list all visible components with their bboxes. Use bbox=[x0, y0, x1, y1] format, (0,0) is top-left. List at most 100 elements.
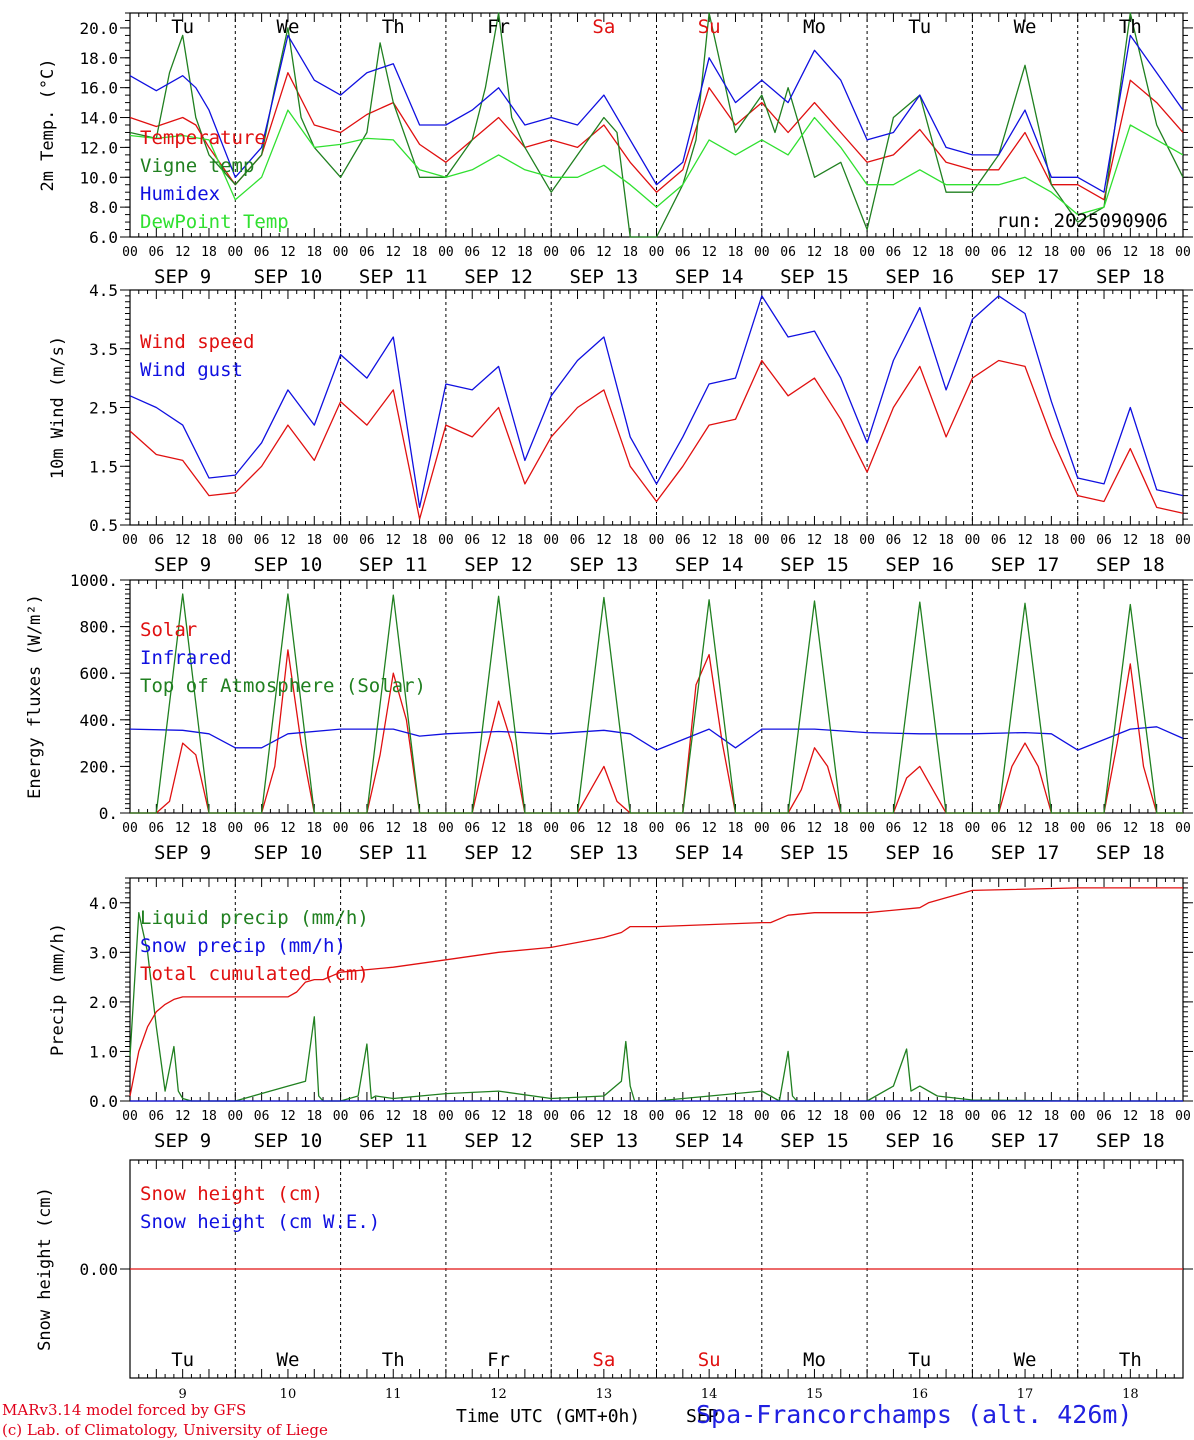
panel-5: 0.00 Snow height (cm) Snow height (cm) Snow… bbox=[35, 1159, 1193, 1379]
hour-tick-label: 18 bbox=[938, 1109, 954, 1124]
hour-tick-label: 06 bbox=[254, 821, 270, 836]
hour-tick-label: 00 bbox=[1070, 533, 1086, 548]
date-label: SEP 14 bbox=[675, 266, 744, 288]
series-line-2 bbox=[129, 295, 1184, 509]
series-line-3 bbox=[130, 593, 1183, 814]
hour-tick-label: 18 bbox=[1149, 1109, 1165, 1124]
series-line-3 bbox=[129, 34, 1184, 193]
series-line-1 bbox=[129, 359, 1184, 520]
hour-tick-label: 00 bbox=[333, 1109, 349, 1124]
y-axis-title: Energy fluxes (W/m²) bbox=[25, 594, 45, 799]
hour-tick-label: 06 bbox=[991, 821, 1007, 836]
hour-tick-label: 06 bbox=[1096, 245, 1112, 260]
hour-tick-label: 18 bbox=[517, 245, 533, 260]
weekday-label: Tu bbox=[908, 1349, 931, 1371]
series-line-2 bbox=[129, 12, 1184, 238]
date-label: SEP 12 bbox=[464, 1130, 533, 1152]
hour-tick-label: 18 bbox=[306, 1109, 322, 1124]
hour-tick-label: 18 bbox=[1149, 821, 1165, 836]
weekday-label: Th bbox=[382, 16, 405, 38]
hour-tick-label: 12 bbox=[807, 245, 823, 260]
hour-tick-label: 00 bbox=[227, 245, 243, 260]
hour-tick-label: 00 bbox=[333, 533, 349, 548]
hour-tick-label: 00 bbox=[543, 245, 559, 260]
hour-tick-label: 18 bbox=[412, 533, 428, 548]
station-name: Spa-Francorchamps (alt. 426m) bbox=[696, 1400, 1133, 1429]
y-tick-label: 2.0 bbox=[89, 993, 118, 1012]
series-line-3 bbox=[129, 887, 1183, 1097]
hour-tick-label: 06 bbox=[1096, 821, 1112, 836]
hour-tick-label: 12 bbox=[491, 533, 507, 548]
weekday-label: Th bbox=[382, 1349, 405, 1371]
hour-tick-label: 00 bbox=[227, 821, 243, 836]
hour-tick-label: 00 bbox=[1175, 1109, 1191, 1124]
hour-tick-label: 12 bbox=[385, 533, 401, 548]
hour-tick-label: 06 bbox=[991, 1109, 1007, 1124]
hour-tick-label: 06 bbox=[570, 245, 586, 260]
hour-tick-label: 18 bbox=[622, 245, 638, 260]
hour-tick-label: 18 bbox=[517, 821, 533, 836]
hour-tick-label: 12 bbox=[280, 821, 296, 836]
date-label: SEP 13 bbox=[570, 842, 639, 864]
y-tick-label: 12.0 bbox=[79, 138, 118, 157]
hour-tick-label: 12 bbox=[491, 1109, 507, 1124]
hour-tick-label: 06 bbox=[254, 1109, 270, 1124]
hour-tick-label: 06 bbox=[359, 1109, 375, 1124]
weekday-label: Fr bbox=[487, 1349, 510, 1371]
panel-3: 0. 200. 400. 600. 800. 1000. Energy fluxes (W/… bbox=[25, 571, 1193, 864]
hour-tick-label: 06 bbox=[254, 533, 270, 548]
hour-tick-label: 06 bbox=[359, 245, 375, 260]
hour-tick-label: 12 bbox=[491, 245, 507, 260]
hour-tick-label: 00 bbox=[1070, 821, 1086, 836]
hour-tick-label: 06 bbox=[886, 821, 902, 836]
hour-tick-label: 00 bbox=[859, 821, 875, 836]
hour-tick-label: 00 bbox=[227, 533, 243, 548]
hour-tick-label: 06 bbox=[780, 245, 796, 260]
legend-entry: Vigne temp bbox=[140, 155, 254, 177]
hour-tick-label: 12 bbox=[596, 533, 612, 548]
hour-tick-label: 00 bbox=[438, 1109, 454, 1124]
date-label: SEP 15 bbox=[780, 266, 849, 288]
hour-tick-label: 06 bbox=[991, 245, 1007, 260]
y-axis-title: Precip (mm/h) bbox=[48, 923, 68, 1056]
hour-tick-label: 06 bbox=[570, 821, 586, 836]
hour-tick-label: 00 bbox=[1175, 245, 1191, 260]
y-axis-title: 10m Wind (m/s) bbox=[48, 336, 68, 479]
date-label: SEP 10 bbox=[254, 554, 323, 576]
weekday-label: Tu bbox=[171, 1349, 194, 1371]
date-label: SEP 15 bbox=[780, 1130, 849, 1152]
hour-tick-label: 06 bbox=[991, 533, 1007, 548]
date-label: SEP 12 bbox=[464, 842, 533, 864]
day-number: 18 bbox=[1122, 1387, 1139, 1402]
hour-tick-label: 18 bbox=[938, 533, 954, 548]
hour-tick-label: 06 bbox=[148, 1109, 164, 1124]
y-tick-label: 10.0 bbox=[79, 168, 118, 187]
date-label: SEP 18 bbox=[1096, 842, 1165, 864]
y-axis-title: 2m Temp. (°C) bbox=[38, 58, 58, 191]
hour-tick-label: 18 bbox=[728, 1109, 744, 1124]
y-tick-label: 16.0 bbox=[79, 79, 118, 98]
weekday-label: Tu bbox=[171, 16, 194, 38]
hour-tick-label: 06 bbox=[464, 533, 480, 548]
date-label: SEP 9 bbox=[154, 266, 211, 288]
y-tick-label: 0.0 bbox=[89, 1092, 118, 1111]
hour-tick-label: 12 bbox=[912, 245, 928, 260]
hour-tick-label: 00 bbox=[543, 1109, 559, 1124]
legend-entry: Top of Atmosphere (Solar) bbox=[140, 675, 426, 697]
hour-tick-label: 18 bbox=[1044, 533, 1060, 548]
weekday-label: Fr bbox=[487, 16, 510, 38]
legend-entry: DewPoint Temp bbox=[140, 211, 289, 233]
date-label: SEP 16 bbox=[885, 842, 954, 864]
legend-entry: Humidex bbox=[140, 183, 220, 205]
y-tick-label: 6.0 bbox=[89, 228, 118, 247]
weekday-label: We bbox=[277, 16, 300, 38]
day-number: 9 bbox=[179, 1387, 187, 1402]
hour-tick-label: 12 bbox=[701, 245, 717, 260]
date-label: SEP 17 bbox=[991, 1130, 1060, 1152]
hour-tick-label: 00 bbox=[122, 1109, 138, 1124]
y-tick-label: 14.0 bbox=[79, 109, 118, 128]
date-label: SEP 12 bbox=[464, 266, 533, 288]
hour-tick-label: 00 bbox=[965, 1109, 981, 1124]
date-label: SEP 17 bbox=[991, 266, 1060, 288]
